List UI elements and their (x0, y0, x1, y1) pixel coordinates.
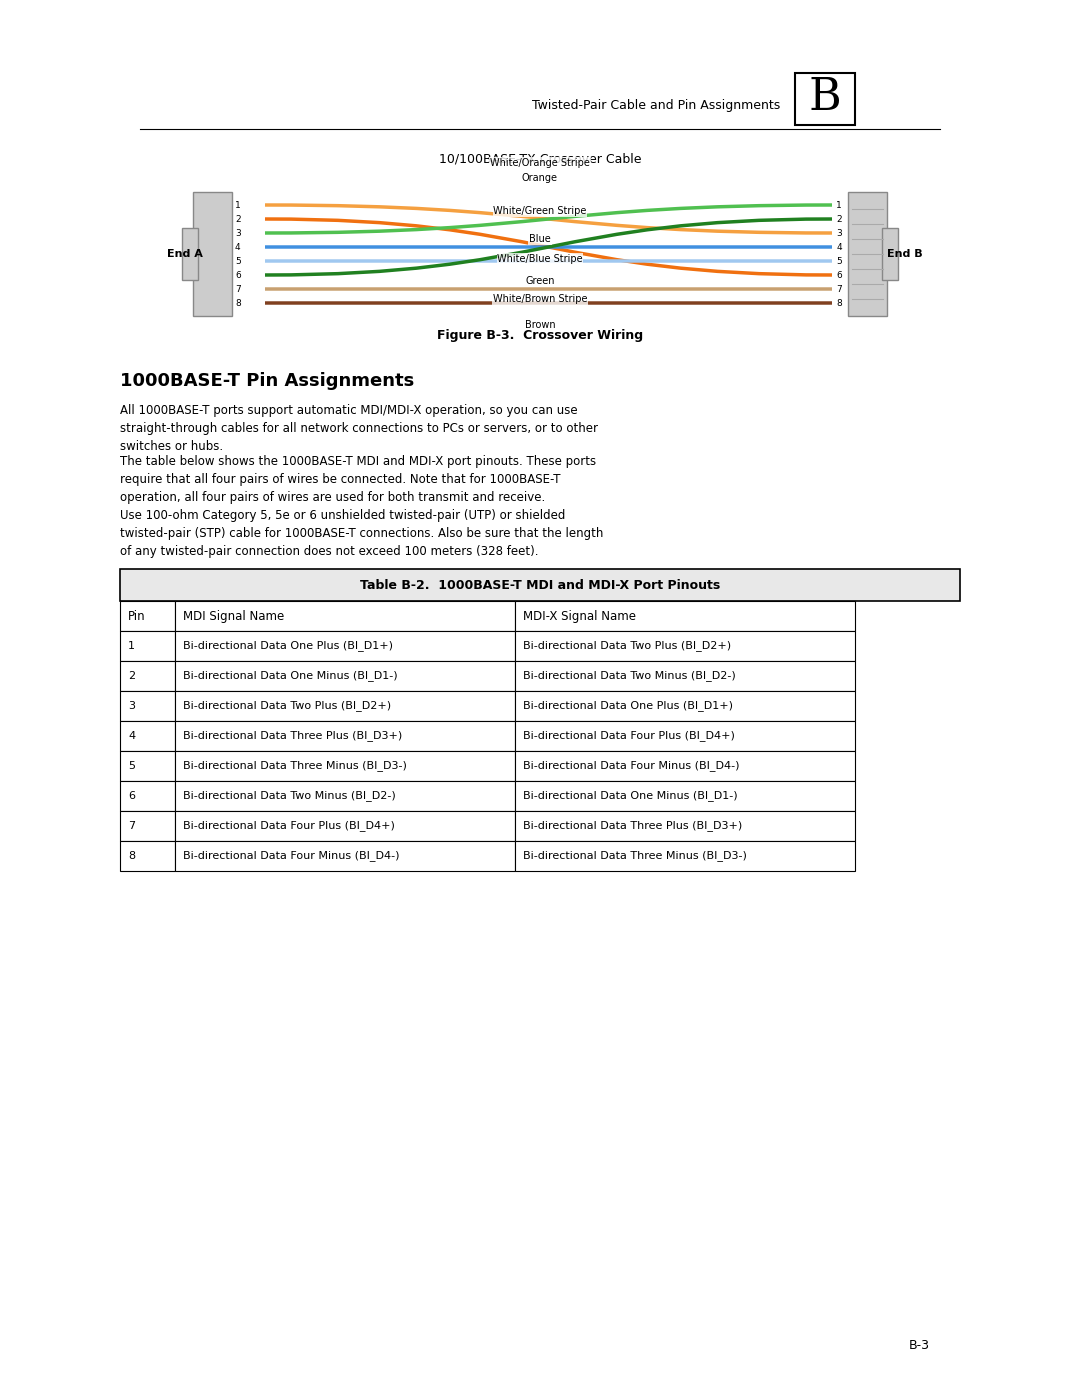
FancyBboxPatch shape (120, 631, 175, 661)
Text: Bi-directional Data Four Minus (BI_D4-): Bi-directional Data Four Minus (BI_D4-) (523, 760, 740, 771)
Text: White/Blue Stripe: White/Blue Stripe (497, 254, 583, 264)
Text: 6: 6 (836, 271, 842, 279)
Text: B: B (809, 75, 841, 119)
Text: Figure B-3.  Crossover Wiring: Figure B-3. Crossover Wiring (437, 330, 643, 342)
Text: 8: 8 (129, 851, 135, 861)
FancyBboxPatch shape (120, 569, 960, 601)
Text: B-3: B-3 (909, 1338, 930, 1352)
Text: 5: 5 (836, 257, 842, 265)
Text: All 1000BASE-T ports support automatic MDI/MDI-X operation, so you can use
strai: All 1000BASE-T ports support automatic M… (120, 404, 598, 453)
Text: 3: 3 (235, 229, 241, 237)
FancyBboxPatch shape (175, 841, 515, 870)
Text: MDI Signal Name: MDI Signal Name (183, 609, 284, 623)
FancyBboxPatch shape (515, 841, 855, 870)
FancyBboxPatch shape (882, 228, 897, 279)
Text: B: B (809, 75, 841, 119)
FancyBboxPatch shape (120, 721, 175, 752)
FancyBboxPatch shape (795, 73, 855, 124)
Text: 10/100BASE-TX Crossover Cable: 10/100BASE-TX Crossover Cable (438, 152, 642, 165)
FancyBboxPatch shape (120, 841, 175, 870)
FancyBboxPatch shape (515, 781, 855, 812)
Text: 8: 8 (836, 299, 842, 307)
FancyBboxPatch shape (175, 812, 515, 841)
Text: Bi-directional Data Three Minus (BI_D3-): Bi-directional Data Three Minus (BI_D3-) (183, 760, 407, 771)
Text: Pin: Pin (129, 609, 146, 623)
FancyBboxPatch shape (515, 631, 855, 661)
Text: Blue: Blue (529, 235, 551, 244)
FancyBboxPatch shape (515, 812, 855, 841)
Text: 3: 3 (836, 229, 842, 237)
Text: Bi-directional Data Four Plus (BI_D4+): Bi-directional Data Four Plus (BI_D4+) (183, 820, 395, 831)
FancyBboxPatch shape (515, 601, 855, 631)
FancyBboxPatch shape (193, 191, 232, 316)
FancyBboxPatch shape (120, 752, 175, 781)
FancyBboxPatch shape (120, 661, 175, 692)
FancyBboxPatch shape (120, 601, 175, 631)
FancyBboxPatch shape (848, 191, 887, 316)
FancyBboxPatch shape (120, 781, 175, 812)
Text: MDI-X Signal Name: MDI-X Signal Name (523, 609, 636, 623)
Text: Bi-directional Data Two Plus (BI_D2+): Bi-directional Data Two Plus (BI_D2+) (183, 700, 391, 711)
Text: Table B-2.  1000BASE-T MDI and MDI-X Port Pinouts: Table B-2. 1000BASE-T MDI and MDI-X Port… (360, 578, 720, 591)
Text: End A: End A (167, 249, 203, 258)
Text: End B: End B (887, 249, 922, 258)
Text: Bi-directional Data Four Plus (BI_D4+): Bi-directional Data Four Plus (BI_D4+) (523, 731, 734, 742)
Text: Bi-directional Data Three Plus (BI_D3+): Bi-directional Data Three Plus (BI_D3+) (183, 731, 402, 742)
FancyBboxPatch shape (175, 692, 515, 721)
Text: 3: 3 (129, 701, 135, 711)
FancyBboxPatch shape (175, 781, 515, 812)
Text: 4: 4 (129, 731, 135, 740)
Text: Green: Green (525, 277, 555, 286)
Text: 6: 6 (235, 271, 241, 279)
FancyBboxPatch shape (120, 692, 175, 721)
Text: 1: 1 (836, 201, 842, 210)
FancyBboxPatch shape (175, 601, 515, 631)
Text: Bi-directional Data Two Minus (BI_D2-): Bi-directional Data Two Minus (BI_D2-) (523, 671, 735, 682)
Text: 1000BASE-T Pin Assignments: 1000BASE-T Pin Assignments (120, 372, 415, 390)
FancyBboxPatch shape (175, 752, 515, 781)
Text: 1: 1 (129, 641, 135, 651)
Text: Bi-directional Data One Minus (BI_D1-): Bi-directional Data One Minus (BI_D1-) (183, 671, 397, 682)
Text: 5: 5 (129, 761, 135, 771)
FancyBboxPatch shape (515, 661, 855, 692)
FancyBboxPatch shape (515, 692, 855, 721)
Text: The table below shows the 1000BASE-T MDI and MDI-X port pinouts. These ports
req: The table below shows the 1000BASE-T MDI… (120, 455, 596, 504)
Text: 7: 7 (235, 285, 241, 293)
Text: 7: 7 (836, 285, 842, 293)
Text: Bi-directional Data One Minus (BI_D1-): Bi-directional Data One Minus (BI_D1-) (523, 791, 738, 802)
FancyBboxPatch shape (120, 812, 175, 841)
Text: Use 100-ohm Category 5, 5e or 6 unshielded twisted-pair (UTP) or shielded
twiste: Use 100-ohm Category 5, 5e or 6 unshield… (120, 509, 604, 557)
FancyBboxPatch shape (175, 721, 515, 752)
Text: Bi-directional Data Two Minus (BI_D2-): Bi-directional Data Two Minus (BI_D2-) (183, 791, 395, 802)
Text: Bi-directional Data Three Plus (BI_D3+): Bi-directional Data Three Plus (BI_D3+) (523, 820, 742, 831)
FancyBboxPatch shape (515, 721, 855, 752)
Text: 5: 5 (235, 257, 241, 265)
Text: White/Brown Stripe: White/Brown Stripe (492, 293, 588, 305)
Text: 7: 7 (129, 821, 135, 831)
Text: Brown: Brown (525, 320, 555, 330)
Text: Bi-directional Data Two Plus (BI_D2+): Bi-directional Data Two Plus (BI_D2+) (523, 641, 731, 651)
Text: 2: 2 (129, 671, 135, 680)
FancyBboxPatch shape (183, 228, 198, 279)
FancyBboxPatch shape (175, 631, 515, 661)
Text: 4: 4 (235, 243, 241, 251)
Text: 1: 1 (235, 201, 241, 210)
FancyBboxPatch shape (515, 752, 855, 781)
Text: 2: 2 (836, 215, 842, 224)
Text: 2: 2 (235, 215, 241, 224)
Text: White/Green Stripe: White/Green Stripe (494, 205, 586, 217)
Text: White/Orange Stripe: White/Orange Stripe (490, 158, 590, 168)
Text: Twisted-Pair Cable and Pin Assignments: Twisted-Pair Cable and Pin Assignments (531, 99, 780, 112)
Text: 4: 4 (836, 243, 842, 251)
Text: 8: 8 (235, 299, 241, 307)
Text: Orange: Orange (522, 173, 558, 183)
Text: 6: 6 (129, 791, 135, 800)
Text: Bi-directional Data Four Minus (BI_D4-): Bi-directional Data Four Minus (BI_D4-) (183, 851, 400, 862)
FancyBboxPatch shape (175, 661, 515, 692)
Text: Bi-directional Data Three Minus (BI_D3-): Bi-directional Data Three Minus (BI_D3-) (523, 851, 747, 862)
Text: Bi-directional Data One Plus (BI_D1+): Bi-directional Data One Plus (BI_D1+) (183, 641, 393, 651)
Text: Bi-directional Data One Plus (BI_D1+): Bi-directional Data One Plus (BI_D1+) (523, 700, 733, 711)
